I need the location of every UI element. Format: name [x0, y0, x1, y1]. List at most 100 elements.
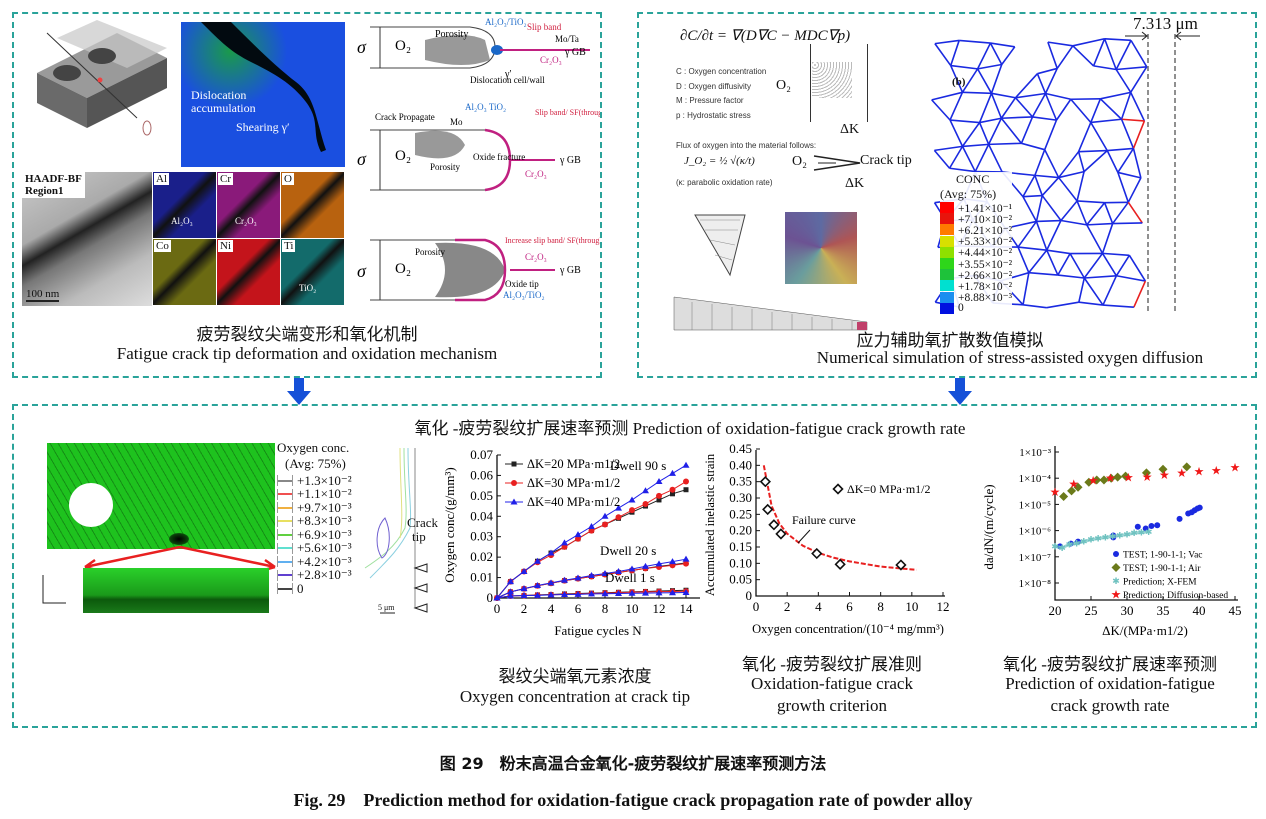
element-map-o: O [281, 172, 344, 238]
chart-failure-criterion: 0 2 4 6 8 10 12 00.05 0.100.150.20 0.250.300.35 0.… [703, 441, 950, 636]
legend-entry: 0 [277, 580, 352, 596]
data-point [655, 589, 663, 596]
data-point [628, 496, 636, 503]
data-point [615, 514, 622, 521]
grain-boundary [1046, 220, 1062, 251]
top-right-caption-cn: 应力辅助氧扩散数值模拟 [856, 331, 1044, 350]
grain-boundary [1036, 219, 1061, 223]
element-map-annotation: Al₂O₃ [171, 216, 193, 226]
dislocation-label: Dislocation cell/wall [470, 75, 545, 85]
grain-boundary [1058, 151, 1080, 179]
data-point [561, 591, 568, 598]
oxide-fracture-label: Oxide fracture [473, 152, 525, 162]
bottom-title: 氧化 -疲劳裂纹扩展速率预测 Prediction of oxidation-f… [414, 419, 966, 438]
x-axis-label: Fatigue cycles N [554, 623, 642, 638]
data-point [683, 560, 689, 567]
grain-boundary [1045, 92, 1071, 101]
crack-tip-label: Crack tip [860, 153, 912, 168]
data-point [775, 528, 787, 540]
legend-label: +4.2×10⁻³ [297, 553, 352, 569]
legend-entry: +1.1×10⁻² [277, 486, 352, 502]
grain-boundary [1117, 171, 1142, 179]
grain-boundary [989, 42, 1003, 65]
crack-tip-label-1: Crack [407, 515, 439, 530]
data-point [615, 590, 622, 597]
legend-label: +7.10×10⁻² [958, 213, 1013, 226]
legend-label: +1.1×10⁻² [297, 486, 352, 502]
chart2-caption-en-2: growth criterion [777, 696, 887, 715]
data-point: ★ [1230, 460, 1241, 474]
data-point: ★ [1211, 463, 1222, 477]
legend-label: Prediction; X-FEM [1123, 578, 1197, 588]
x-tick-label: 40 [1193, 603, 1206, 618]
data-point [601, 590, 609, 597]
grain-boundary [961, 146, 976, 172]
dwell-annotation: Dwell 20 s [600, 543, 656, 558]
data-point [669, 589, 676, 596]
grain-boundary [1117, 147, 1135, 173]
o2-label: O₂ [776, 78, 791, 93]
grain-boundary [1077, 122, 1092, 152]
definition-item: C : Oxygen concentration [676, 67, 767, 76]
data-point: ✱ [1145, 527, 1153, 537]
grain-boundary [1111, 201, 1129, 225]
grain-boundary [1084, 274, 1117, 279]
delta-k-label: ΔK [845, 176, 865, 191]
grain-boundary [1102, 275, 1118, 306]
oxide-label: Al₂O₃/TiO₂ [485, 17, 527, 27]
data-point [534, 557, 541, 564]
data-point [588, 527, 595, 534]
grain-boundary [1078, 301, 1104, 306]
x-tick-label: 14 [680, 601, 694, 616]
grain-boundary [1043, 149, 1060, 178]
crack-tip-wedge-icon [813, 155, 861, 171]
legend-marker [832, 483, 844, 495]
y-tick-label: 0.45 [729, 441, 752, 456]
mo-ta-label: Mo/Ta [555, 34, 579, 44]
data-point: ★ [1105, 471, 1116, 485]
legend-label: +8.3×10⁻³ [297, 513, 352, 529]
legend-entry: +6.21×10⁻² [940, 224, 1012, 237]
haadf-image: HAADF-BF Region1 100 nm [22, 172, 152, 306]
data-point [629, 507, 635, 514]
dwell-annotation: Dwell 90 s [610, 458, 666, 473]
porosity-label: Porosity [430, 162, 461, 172]
data-point [561, 543, 568, 550]
series-line [1054, 530, 1149, 550]
grain-boundary [1086, 224, 1104, 254]
y-tick-label: 0.01 [470, 570, 493, 585]
grain-boundary [976, 42, 992, 70]
grain-boundary [1034, 174, 1059, 179]
x-tick-label: 12 [937, 599, 950, 614]
o2-label: O₂ [792, 154, 807, 169]
failure-curve-annotation: Failure curve [792, 513, 856, 527]
data-point [768, 519, 780, 531]
grain-boundary [1133, 280, 1147, 308]
figure-caption-cn: 图 29 粉末高温合金氧化-疲劳裂纹扩展速率预测方法 [439, 754, 827, 773]
flux-text: Flux of oxygen into the material follows… [676, 141, 817, 150]
grain-boundary [1130, 39, 1148, 68]
o2-label: O₂ [395, 38, 411, 54]
legend-label: 0 [297, 580, 304, 596]
element-map-label: Ti [282, 240, 296, 252]
legend-swatch [940, 235, 954, 247]
grain-boundary [1035, 221, 1048, 251]
y-tick-label: 1×10⁻⁶ [1019, 526, 1052, 538]
data-point [561, 576, 568, 583]
legend-swatch [940, 258, 954, 270]
legend-label: +1.3×10⁻² [297, 472, 352, 488]
slip-band-label: Slip band/ SF(through γ/γ′) [535, 108, 600, 117]
grain-boundary [1046, 249, 1059, 276]
y-tick-label: 0.02 [470, 549, 493, 564]
axes-triad-icon [42, 575, 66, 604]
chart1-caption-cn: 裂纹尖端氧元素浓度 [498, 667, 652, 686]
data-point: ✱ [1130, 528, 1138, 538]
grain-boundary [974, 144, 990, 172]
grain-boundary [1041, 177, 1060, 197]
data-point [669, 486, 676, 493]
schematic-stage-2: σ O₂ Crack Propagate Dislocation cell/wa… [357, 75, 600, 192]
grain-boundary [1017, 246, 1047, 251]
data-point [1073, 482, 1083, 492]
haadf-title: HAADF-BF Region1 [22, 172, 85, 198]
grain-boundary [1000, 117, 1023, 144]
